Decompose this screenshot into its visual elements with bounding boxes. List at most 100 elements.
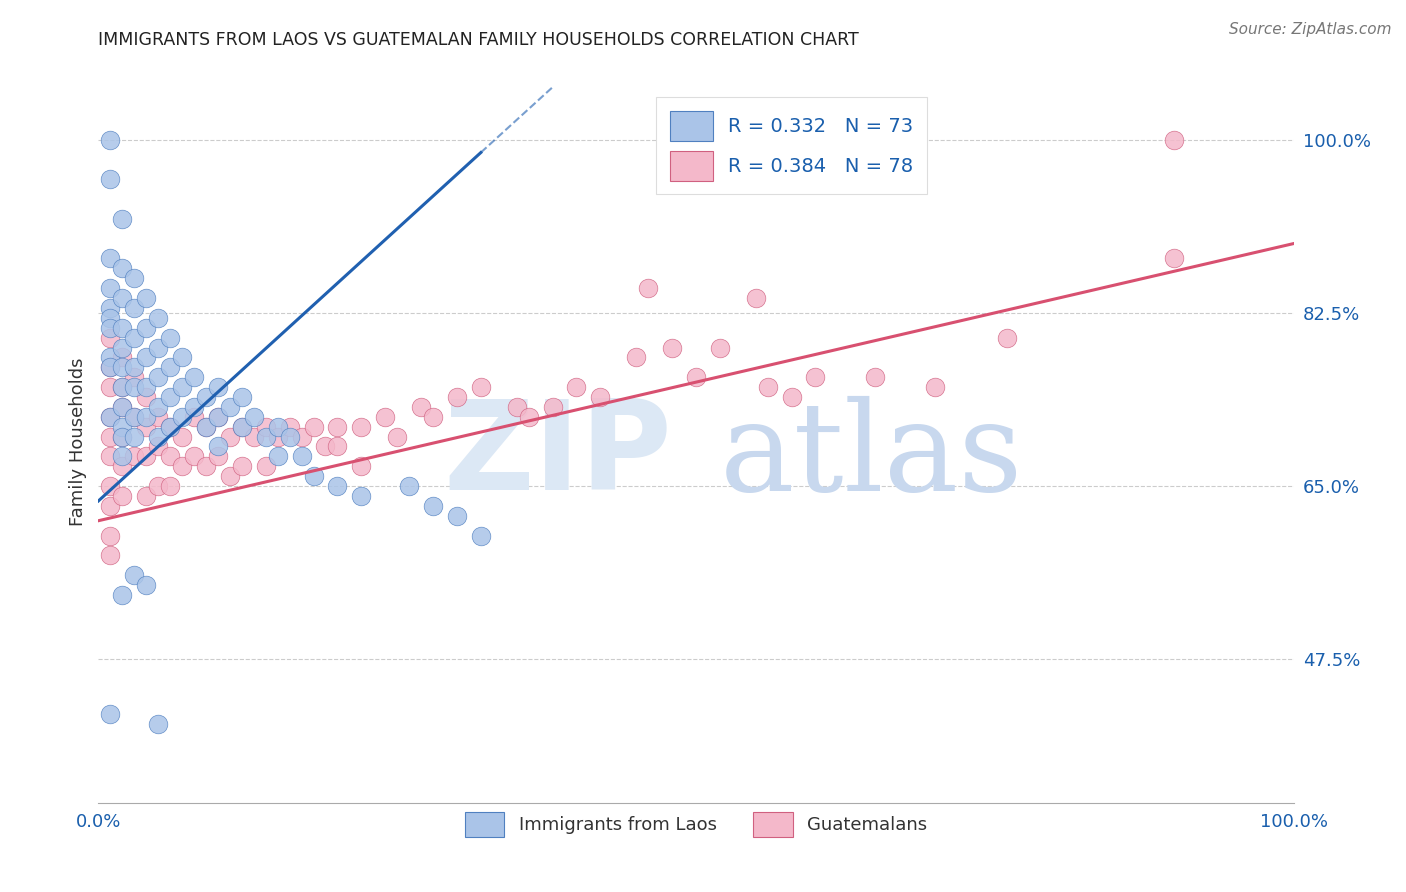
Point	[159, 479, 181, 493]
Point	[124, 360, 146, 375]
Point	[231, 459, 253, 474]
Point	[385, 429, 409, 443]
Point	[148, 429, 170, 443]
Point	[685, 370, 707, 384]
Point	[291, 450, 314, 464]
Point	[207, 440, 229, 454]
Point	[98, 409, 122, 424]
Point	[291, 429, 314, 443]
Point	[124, 380, 146, 394]
Point	[172, 409, 194, 424]
Point	[98, 172, 122, 186]
Point	[159, 419, 181, 434]
Point	[111, 261, 134, 276]
Point	[924, 380, 946, 394]
Point	[98, 330, 122, 344]
Text: ZIP: ZIP	[443, 395, 672, 516]
Point	[254, 419, 277, 434]
Point	[98, 320, 122, 334]
Point	[111, 450, 134, 464]
Point	[159, 330, 181, 344]
Point	[195, 390, 218, 404]
Point	[278, 419, 301, 434]
Point	[111, 588, 134, 602]
Point	[422, 499, 444, 513]
Point	[111, 211, 134, 226]
Point	[124, 429, 146, 443]
Point	[350, 489, 373, 503]
Point	[111, 400, 134, 414]
Point	[98, 252, 122, 266]
Point	[135, 489, 157, 503]
Point	[98, 310, 122, 325]
Point	[470, 380, 492, 394]
Point	[183, 400, 205, 414]
Point	[98, 450, 122, 464]
Point	[98, 499, 122, 513]
Point	[626, 351, 648, 365]
Y-axis label: Family Households: Family Households	[69, 358, 87, 525]
Point	[111, 489, 134, 503]
Point	[541, 400, 564, 414]
Point	[148, 479, 170, 493]
Point	[124, 450, 146, 464]
Point	[565, 380, 588, 394]
Point	[159, 450, 181, 464]
Point	[135, 351, 157, 365]
Point	[219, 469, 242, 483]
Point	[243, 409, 266, 424]
Point	[98, 360, 122, 375]
Text: Source: ZipAtlas.com: Source: ZipAtlas.com	[1229, 22, 1392, 37]
Point	[111, 429, 134, 443]
Point	[219, 429, 242, 443]
Point	[172, 351, 194, 365]
Point	[865, 370, 887, 384]
Point	[124, 330, 146, 344]
Point	[374, 409, 396, 424]
Point	[195, 419, 218, 434]
Point	[195, 459, 218, 474]
Legend: Immigrants from Laos, Guatemalans: Immigrants from Laos, Guatemalans	[457, 805, 935, 845]
Point	[278, 429, 301, 443]
Point	[111, 419, 134, 434]
Point	[207, 380, 229, 394]
Point	[315, 440, 337, 454]
Point	[207, 409, 229, 424]
Point	[135, 390, 157, 404]
Point	[243, 429, 266, 443]
Point	[661, 341, 683, 355]
Point	[172, 380, 194, 394]
Point	[148, 409, 170, 424]
Point	[148, 400, 170, 414]
Point	[148, 440, 170, 454]
Point	[267, 419, 290, 434]
Point	[98, 281, 122, 295]
Point	[111, 380, 134, 394]
Point	[267, 429, 290, 443]
Point	[135, 291, 157, 305]
Point	[326, 419, 349, 434]
Point	[506, 400, 529, 414]
Point	[111, 351, 134, 365]
Point	[111, 380, 134, 394]
Point	[1163, 133, 1185, 147]
Point	[446, 508, 468, 523]
Point	[804, 370, 827, 384]
Point	[517, 409, 540, 424]
Point	[111, 429, 134, 443]
Point	[159, 390, 181, 404]
Point	[267, 450, 290, 464]
Point	[98, 360, 122, 375]
Point	[98, 133, 122, 147]
Point	[124, 271, 146, 285]
Point	[135, 419, 157, 434]
Point	[183, 409, 205, 424]
Point	[254, 459, 277, 474]
Point	[231, 390, 253, 404]
Point	[98, 528, 122, 542]
Point	[111, 291, 134, 305]
Point	[98, 429, 122, 443]
Point	[124, 301, 146, 315]
Point	[780, 390, 803, 404]
Text: IMMIGRANTS FROM LAOS VS GUATEMALAN FAMILY HOUSEHOLDS CORRELATION CHART: IMMIGRANTS FROM LAOS VS GUATEMALAN FAMIL…	[98, 31, 859, 49]
